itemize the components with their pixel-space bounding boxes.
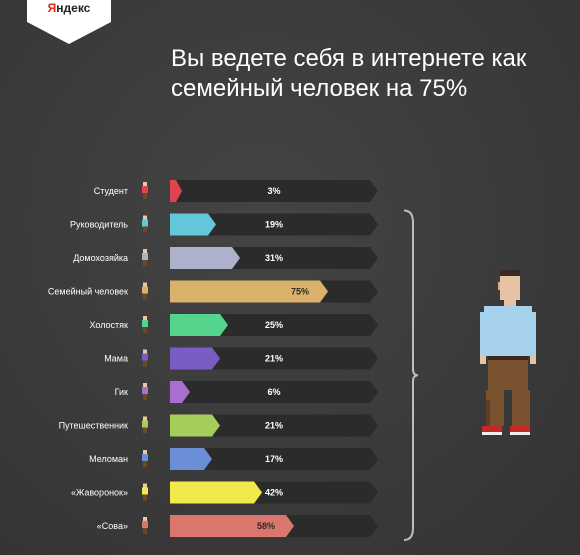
geek-avatar-icon (142, 383, 148, 400)
bar (170, 515, 294, 537)
early-bird-avatar-icon (142, 483, 148, 501)
category-label: «Сова» (97, 521, 128, 531)
value-label: 31% (265, 253, 283, 263)
value-label: 21% (265, 421, 283, 431)
bar-track (170, 381, 378, 403)
bracket-brace (403, 209, 419, 541)
bar-row: Студент 3% (94, 180, 378, 202)
category-label: Студент (94, 186, 128, 196)
value-label: 21% (265, 354, 283, 364)
category-label: «Жаворонок» (71, 488, 128, 498)
family-man-avatar-icon (142, 282, 148, 300)
bar-row: Руководитель 19% (70, 213, 378, 236)
bar-track (170, 448, 378, 470)
yandex-logo-badge: Яндекс (27, 0, 111, 44)
category-label: Семейный человек (48, 287, 128, 297)
category-label: Домохозяйка (73, 253, 128, 263)
mom-avatar-icon (142, 349, 148, 367)
bar-row: Гик 6% (115, 381, 378, 403)
logo-text-rest: ндекс (56, 1, 91, 15)
category-label: Меломан (89, 454, 128, 464)
bar-row: Мама 21% (104, 347, 378, 370)
value-label: 75% (291, 287, 309, 297)
bar-row: «Сова» 58% (97, 515, 378, 537)
category-label: Гик (115, 387, 128, 397)
bar-row: Семейный человек 75% (48, 280, 378, 303)
category-label: Путешественник (59, 421, 128, 431)
bar (170, 414, 220, 437)
value-label: 6% (267, 387, 280, 397)
value-label: 3% (267, 186, 280, 196)
value-label: 19% (265, 220, 283, 230)
bar (170, 213, 216, 236)
manager-avatar-icon (142, 215, 148, 233)
logo-text-first: Я (47, 1, 57, 15)
bar (170, 448, 212, 470)
value-label: 58% (257, 521, 275, 531)
bar-row: Путешественник 21% (59, 414, 378, 437)
category-label: Холостяк (89, 320, 128, 330)
music-lover-avatar-icon (142, 450, 148, 467)
bar-track (170, 180, 378, 202)
bar (170, 247, 240, 269)
category-label: Мама (104, 354, 128, 364)
headline: Вы ведете себя в интернете как семейный … (171, 45, 527, 102)
category-label: Руководитель (70, 220, 128, 230)
value-label: 42% (265, 488, 283, 498)
bar (170, 347, 220, 370)
value-label: 17% (265, 454, 283, 464)
bar-track (170, 347, 378, 370)
bar-row: Холостяк 25% (89, 314, 378, 336)
bar-track (170, 414, 378, 437)
yandex-logo: Яндекс (27, 1, 111, 15)
bar-track (170, 213, 378, 236)
value-label: 25% (265, 320, 283, 330)
bar (170, 381, 190, 403)
traveler-avatar-icon (142, 416, 148, 434)
bar (170, 314, 228, 336)
bachelor-avatar-icon (142, 316, 148, 333)
housewife-avatar-icon (142, 249, 148, 266)
bar (170, 180, 182, 202)
bar (170, 481, 262, 504)
bar (170, 280, 328, 303)
bar-row: Домохозяйка 31% (73, 247, 378, 269)
student-avatar-icon (142, 182, 148, 199)
bar-row: Меломан 17% (89, 448, 378, 470)
bar-row: «Жаворонок» 42% (71, 481, 378, 504)
family-man-pixel-figure-icon (480, 270, 536, 435)
night-owl-avatar-icon (142, 517, 148, 534)
